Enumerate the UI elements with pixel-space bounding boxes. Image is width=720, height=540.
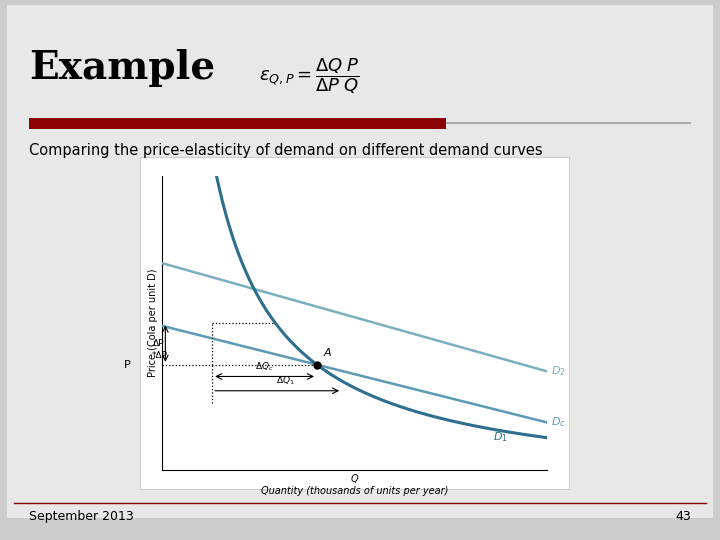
Text: P: P xyxy=(124,360,130,370)
Text: $\Delta Q_c$: $\Delta Q_c$ xyxy=(256,360,274,373)
Text: $\Delta Q_1$: $\Delta Q_1$ xyxy=(276,374,295,387)
Text: $D_c$: $D_c$ xyxy=(552,416,566,429)
Bar xyxy=(140,157,569,489)
X-axis label: Q
Quantity (thousands of units per year): Q Quantity (thousands of units per year) xyxy=(261,474,449,496)
Text: *ΔP: *ΔP xyxy=(151,352,168,361)
Text: $D_2$: $D_2$ xyxy=(552,364,566,379)
Bar xyxy=(446,122,691,124)
Text: ΔP: ΔP xyxy=(153,339,164,348)
Bar xyxy=(29,118,446,129)
Text: $D_1$: $D_1$ xyxy=(492,430,508,444)
Text: Example: Example xyxy=(29,49,215,86)
Text: 43: 43 xyxy=(675,510,691,523)
Y-axis label: Price (Cola per unit D): Price (Cola per unit D) xyxy=(148,268,158,377)
Text: $\varepsilon_{Q,P} = \dfrac{\Delta Q\;P}{\Delta P\;Q}$: $\varepsilon_{Q,P} = \dfrac{\Delta Q\;P}… xyxy=(259,57,360,96)
Text: Comparing the price-elasticity of demand on different demand curves: Comparing the price-elasticity of demand… xyxy=(29,143,542,158)
Text: September 2013: September 2013 xyxy=(29,510,133,523)
Text: A: A xyxy=(323,348,330,359)
